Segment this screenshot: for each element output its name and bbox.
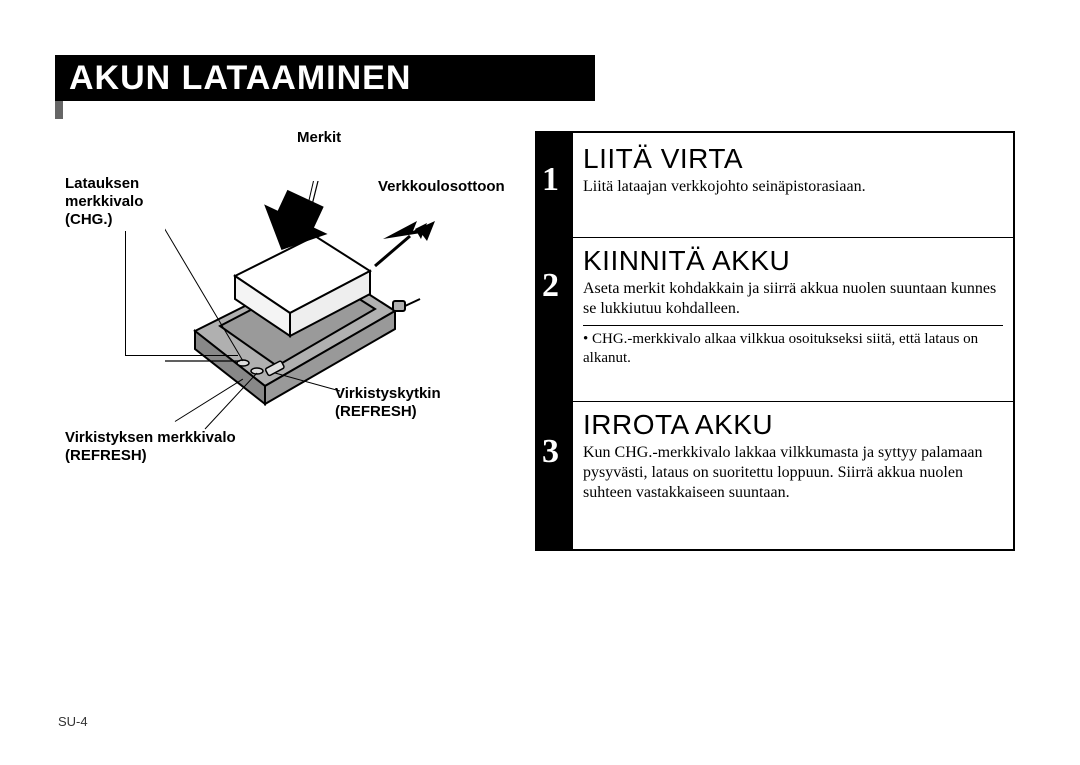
steps-column: 1 LIITÄ VIRTA Liitä lataajan verkkojohto… (535, 131, 1015, 551)
step-3-heading: IRROTA AKKU (583, 409, 1003, 441)
manual-page: AKUN LATAAMINEN Merkit Latauksen merkkiv… (55, 55, 1025, 710)
step-2: 2 KIINNITÄ AKKU Aseta merkit kohdakkain … (537, 245, 1013, 368)
step-1-body: Liitä lataajan verkkojohto seinäpistoras… (583, 177, 1003, 197)
step-1-heading: LIITÄ VIRTA (583, 143, 1003, 175)
divider-1 (573, 237, 1013, 238)
divider-2 (573, 401, 1013, 402)
step-2-bullet: • CHG.-merkkivalo alkaa vilkkua osoituks… (583, 325, 1003, 368)
step-3-number: 3 (542, 433, 559, 471)
step-2-body: Aseta merkit kohdakkain ja siirrä akkua … (583, 279, 1003, 319)
label-refresh-led-line2: (REFRESH) (65, 447, 147, 464)
leader-chg-v (125, 231, 126, 355)
step-1: 1 LIITÄ VIRTA Liitä lataajan verkkojohto… (537, 143, 1013, 197)
step-1-number: 1 (542, 161, 559, 199)
step-2-number: 2 (542, 267, 559, 305)
label-chg: Latauksen merkkivalo (CHG.) (65, 175, 143, 229)
label-chg-line1: Latauksen (65, 175, 139, 192)
title-grey-tab (55, 101, 63, 119)
page-number: SU-4 (58, 714, 88, 729)
steps-frame: 1 LIITÄ VIRTA Liitä lataajan verkkojohto… (535, 131, 1015, 551)
step-2-heading: KIINNITÄ AKKU (583, 245, 1003, 277)
diagram-column: Merkit Latauksen merkkivalo (CHG.) Verkk… (55, 131, 535, 551)
page-title: AKUN LATAAMINEN (55, 55, 595, 101)
label-merkit: Merkit (297, 129, 341, 147)
label-chg-line2: merkkivalo (65, 193, 143, 210)
leader-chg-h (125, 355, 238, 356)
step-3: 3 IRROTA AKKU Kun CHG.-merkkivalo lakkaa… (537, 409, 1013, 503)
step-3-body: Kun CHG.-merkkivalo lakkaa vilkkumasta j… (583, 443, 1003, 503)
label-chg-line3: (CHG.) (65, 211, 113, 228)
content-row: Merkit Latauksen merkkivalo (CHG.) Verkk… (55, 131, 1025, 551)
